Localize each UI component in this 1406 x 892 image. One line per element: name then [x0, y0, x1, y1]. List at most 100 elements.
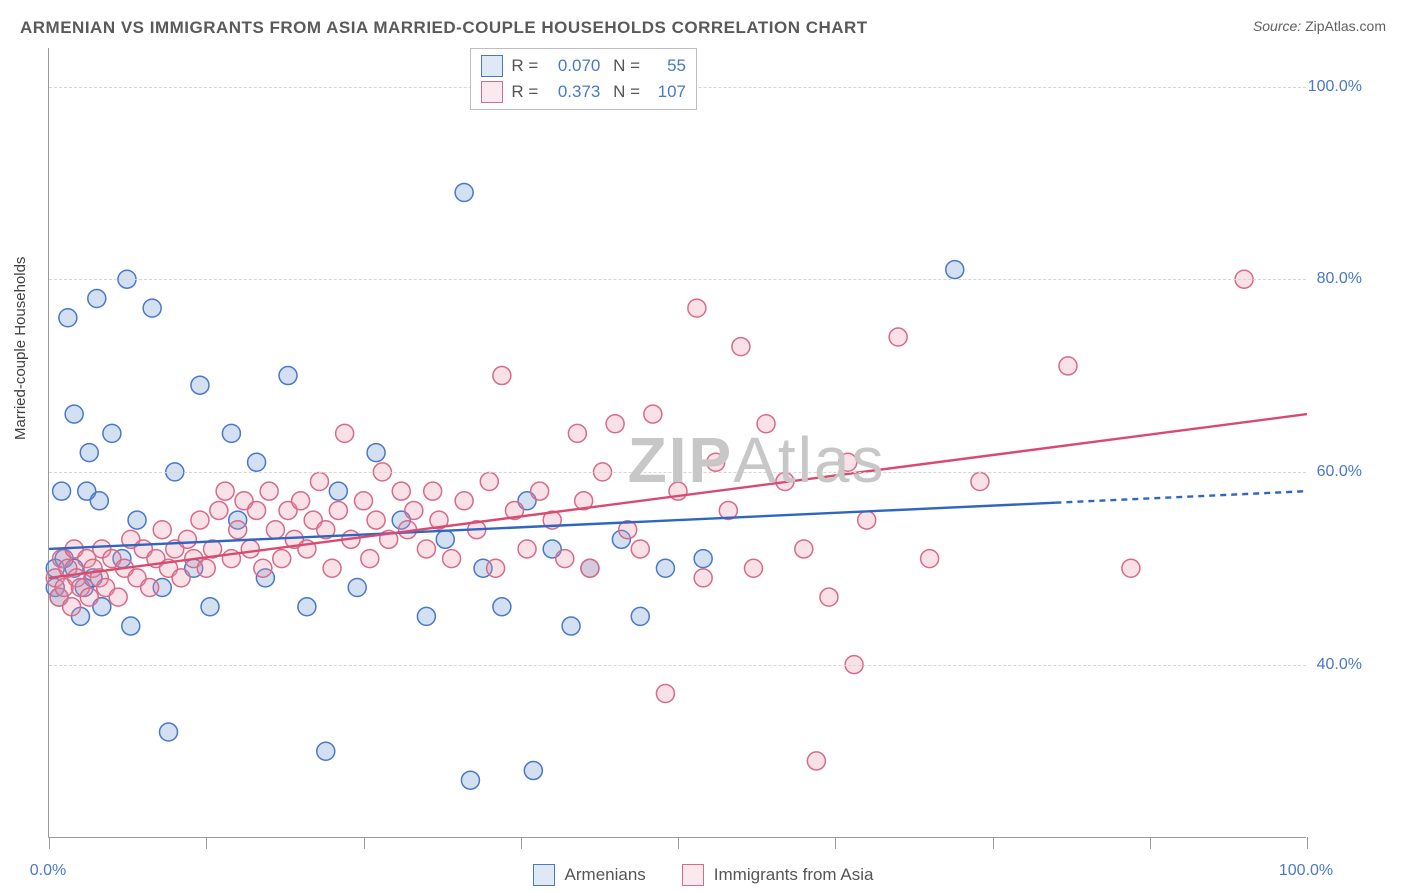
x-tick — [364, 837, 365, 849]
armenians-trendline-extrapolated — [1055, 491, 1307, 503]
legend-item: Immigrants from Asia — [682, 864, 874, 886]
series-legend: Armenians Immigrants from Asia — [0, 864, 1406, 886]
x-tick — [521, 837, 522, 849]
armenians-point — [631, 607, 649, 625]
asia-point — [292, 492, 310, 510]
gridline — [49, 665, 1306, 666]
x-tick — [49, 837, 50, 849]
asia-point — [732, 338, 750, 356]
x-tick-label: 0.0% — [30, 862, 66, 880]
gridline — [49, 472, 1306, 473]
asia-point — [153, 521, 171, 539]
asia-point — [487, 559, 505, 577]
asia-point — [248, 501, 266, 519]
armenians-point — [53, 482, 71, 500]
asia-point — [707, 453, 725, 471]
asia-point — [807, 752, 825, 770]
armenians-point — [562, 617, 580, 635]
asia-point — [266, 521, 284, 539]
stat-r-value: 0.070 — [546, 53, 600, 79]
x-tick — [1150, 837, 1151, 849]
x-tick — [993, 837, 994, 849]
asia-point — [417, 540, 435, 558]
armenians-point — [329, 482, 347, 500]
asia-point — [1122, 559, 1140, 577]
asia-point — [141, 579, 159, 597]
asia-point — [367, 511, 385, 529]
asia-point — [172, 569, 190, 587]
asia-point — [795, 540, 813, 558]
armenians-point — [122, 617, 140, 635]
asia-point — [216, 482, 234, 500]
asia-point — [858, 511, 876, 529]
asia-point — [109, 588, 127, 606]
x-tick — [1307, 837, 1308, 849]
asia-point — [455, 492, 473, 510]
plot-area: ZIPAtlasR =0.070 N =55R =0.373 N =107 — [48, 48, 1306, 838]
armenians-point — [461, 771, 479, 789]
y-tick-label: 100.0% — [1308, 78, 1362, 96]
armenians-point — [455, 184, 473, 202]
asia-point — [355, 492, 373, 510]
asia-point — [424, 482, 442, 500]
armenians-point — [65, 405, 83, 423]
armenians-point — [201, 598, 219, 616]
armenians-point — [128, 511, 146, 529]
stat-r-value: 0.373 — [546, 79, 600, 105]
source-value: ZipAtlas.com — [1305, 18, 1386, 34]
asia-point — [688, 299, 706, 317]
chart-title: ARMENIAN VS IMMIGRANTS FROM ASIA MARRIED… — [20, 18, 868, 37]
asia-point — [531, 482, 549, 500]
legend-swatch — [481, 55, 503, 77]
asia-point — [197, 559, 215, 577]
asia-point — [820, 588, 838, 606]
asia-point — [480, 473, 498, 491]
armenians-point — [417, 607, 435, 625]
asia-point — [405, 501, 423, 519]
asia-point — [889, 328, 907, 346]
asia-point — [241, 540, 259, 558]
asia-point — [757, 415, 775, 433]
legend-swatch — [481, 81, 503, 103]
asia-point — [518, 540, 536, 558]
legend-item: Armenians — [533, 864, 646, 886]
asia-point — [80, 588, 98, 606]
asia-point — [581, 559, 599, 577]
asia-point — [839, 453, 857, 471]
armenians-point — [367, 444, 385, 462]
armenians-point — [191, 376, 209, 394]
asia-point — [644, 405, 662, 423]
armenians-point — [143, 299, 161, 317]
armenians-point — [222, 424, 240, 442]
asia-point — [392, 482, 410, 500]
x-tick — [678, 837, 679, 849]
stats-legend-row: R =0.070 N =55 — [481, 53, 686, 79]
armenians-point — [279, 367, 297, 385]
asia-point — [631, 540, 649, 558]
asia-point — [329, 501, 347, 519]
legend-swatch — [533, 864, 555, 886]
x-tick — [835, 837, 836, 849]
stat-r-label: R = — [511, 79, 538, 105]
y-tick-label: 40.0% — [1317, 656, 1362, 674]
armenians-point — [248, 453, 266, 471]
asia-point — [656, 684, 674, 702]
armenians-point — [348, 579, 366, 597]
asia-point — [606, 415, 624, 433]
asia-point — [568, 424, 586, 442]
source-label: Source: — [1253, 18, 1301, 34]
legend-label: Immigrants from Asia — [714, 865, 874, 885]
asia-point — [971, 473, 989, 491]
armenians-point — [59, 309, 77, 327]
asia-point — [310, 473, 328, 491]
asia-point — [273, 550, 291, 568]
asia-point — [260, 482, 278, 500]
stat-r-label: R = — [511, 53, 538, 79]
stats-legend-row: R =0.373 N =107 — [481, 79, 686, 105]
chart-header: ARMENIAN VS IMMIGRANTS FROM ASIA MARRIED… — [20, 18, 1386, 42]
stat-n-value: 107 — [648, 79, 686, 105]
chart-svg — [49, 48, 1306, 837]
armenians-point — [90, 492, 108, 510]
y-axis-label: Married-couple Households — [12, 257, 29, 440]
asia-point — [556, 550, 574, 568]
